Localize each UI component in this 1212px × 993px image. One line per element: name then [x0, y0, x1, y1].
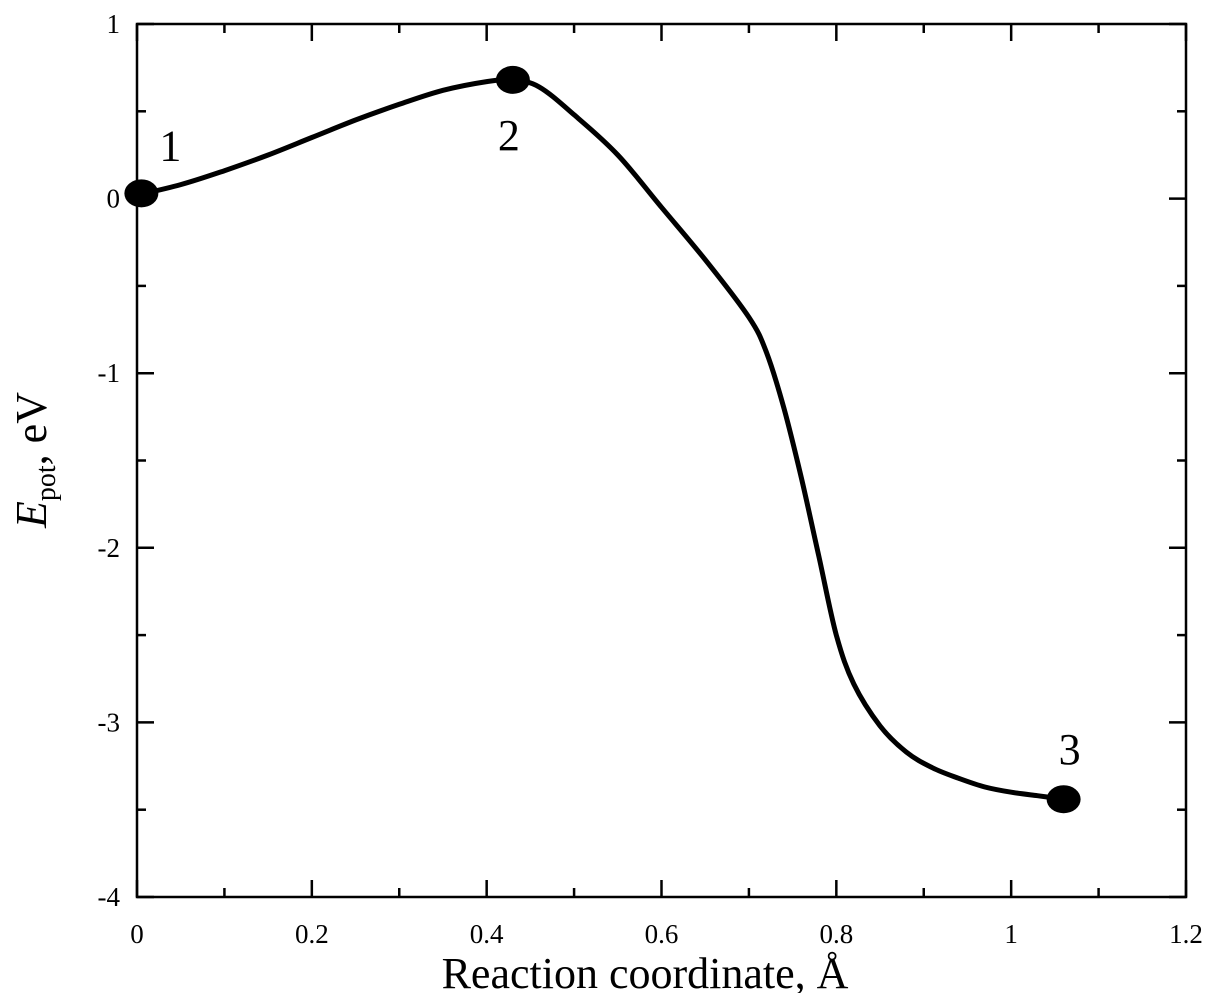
y-tick-label: 1: [107, 9, 121, 39]
y-tick-label: -2: [98, 533, 121, 563]
x-tick-label: 1.2: [1169, 919, 1203, 949]
energy-curve: [134, 77, 1067, 802]
x-tick-label: 0.6: [645, 919, 679, 949]
y-tick-label: -4: [98, 882, 121, 912]
x-tick-label: 0: [130, 919, 144, 949]
point-label-1: 1: [159, 121, 181, 170]
y-tick-label: 0: [107, 184, 121, 214]
point-marker-2: [495, 65, 530, 94]
y-axis-subscript: pot: [31, 465, 62, 501]
x-tick-label: 0.2: [295, 919, 329, 949]
point-marker-3: [1046, 785, 1081, 814]
y-tick-label: -3: [98, 707, 121, 737]
y-axis-title: Epot, eV: [7, 392, 62, 529]
y-tick-label: -1: [98, 358, 121, 388]
point-label-3: 3: [1059, 725, 1081, 774]
y-axis-unit: , eV: [7, 392, 56, 466]
x-tick-label: 0.8: [819, 919, 853, 949]
x-tick-label: 0.4: [470, 919, 504, 949]
stationary-points: 1 2 3: [124, 65, 1081, 814]
plot-frame: [135, 22, 1188, 899]
point-label-2: 2: [498, 111, 520, 160]
axis-ticks: [135, 22, 1188, 899]
point-marker-1: [124, 179, 159, 208]
x-axis-title: Reaction coordinate, Å: [442, 949, 849, 993]
x-tick-label: 1: [1004, 919, 1018, 949]
y-axis-symbol: E: [7, 501, 56, 529]
axis-tick-labels: 0 0.2 0.4 0.6 0.8 1 1.2 -4 -3 -2 -1 0 1: [98, 9, 1203, 949]
